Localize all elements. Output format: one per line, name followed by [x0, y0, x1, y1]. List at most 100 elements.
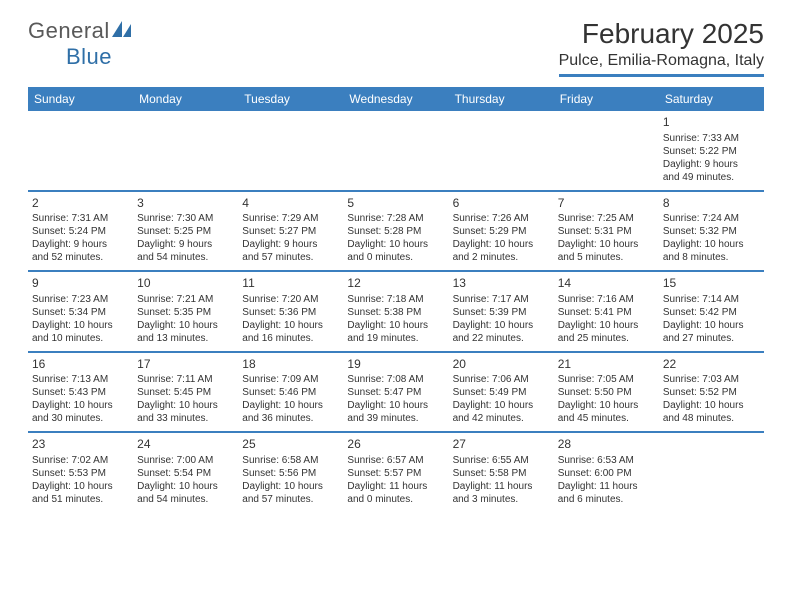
sunrise-text: Sunrise: 7:06 AM	[453, 373, 550, 386]
day-number: 15	[663, 276, 760, 292]
sunset-text: Sunset: 5:28 PM	[347, 225, 444, 238]
sunset-text: Sunset: 5:58 PM	[453, 467, 550, 480]
daylight-text: Daylight: 10 hours	[663, 238, 760, 251]
daylight-text: and 2 minutes.	[453, 251, 550, 264]
sunset-text: Sunset: 5:57 PM	[347, 467, 444, 480]
daylight-text: and 5 minutes.	[558, 251, 655, 264]
daylight-text: and 49 minutes.	[663, 171, 760, 184]
calendar-day-cell: 19Sunrise: 7:08 AMSunset: 5:47 PMDayligh…	[343, 353, 448, 432]
daylight-text: and 13 minutes.	[137, 332, 234, 345]
day-number: 19	[347, 357, 444, 373]
calendar-day-cell: 7Sunrise: 7:25 AMSunset: 5:31 PMDaylight…	[554, 192, 659, 271]
calendar-day-cell: 22Sunrise: 7:03 AMSunset: 5:52 PMDayligh…	[659, 353, 764, 432]
sunset-text: Sunset: 5:22 PM	[663, 145, 760, 158]
calendar-week-row: 1Sunrise: 7:33 AMSunset: 5:22 PMDaylight…	[28, 111, 764, 192]
daylight-text: and 22 minutes.	[453, 332, 550, 345]
sunrise-text: Sunrise: 7:02 AM	[32, 454, 129, 467]
day-number: 8	[663, 196, 760, 212]
calendar-day-cell: 6Sunrise: 7:26 AMSunset: 5:29 PMDaylight…	[449, 192, 554, 271]
daylight-text: Daylight: 10 hours	[558, 319, 655, 332]
sunrise-text: Sunrise: 6:53 AM	[558, 454, 655, 467]
sunset-text: Sunset: 5:27 PM	[242, 225, 339, 238]
day-number: 2	[32, 196, 129, 212]
logo-text-blue: Blue	[66, 44, 112, 69]
day-number: 17	[137, 357, 234, 373]
sunrise-text: Sunrise: 7:05 AM	[558, 373, 655, 386]
daylight-text: Daylight: 10 hours	[347, 238, 444, 251]
weekday-header-cell: Monday	[133, 87, 238, 111]
weekday-header-row: SundayMondayTuesdayWednesdayThursdayFrid…	[28, 87, 764, 111]
daylight-text: Daylight: 10 hours	[242, 399, 339, 412]
daylight-text: and 33 minutes.	[137, 412, 234, 425]
sunset-text: Sunset: 5:24 PM	[32, 225, 129, 238]
daylight-text: Daylight: 10 hours	[453, 319, 550, 332]
weekday-header-cell: Friday	[554, 87, 659, 111]
calendar-week-row: 23Sunrise: 7:02 AMSunset: 5:53 PMDayligh…	[28, 433, 764, 512]
sunset-text: Sunset: 5:42 PM	[663, 306, 760, 319]
sunrise-text: Sunrise: 7:09 AM	[242, 373, 339, 386]
day-number: 21	[558, 357, 655, 373]
weekday-header-cell: Thursday	[449, 87, 554, 111]
daylight-text: Daylight: 10 hours	[242, 319, 339, 332]
sunset-text: Sunset: 5:45 PM	[137, 386, 234, 399]
sunset-text: Sunset: 5:36 PM	[242, 306, 339, 319]
daylight-text: and 19 minutes.	[347, 332, 444, 345]
daylight-text: Daylight: 11 hours	[347, 480, 444, 493]
day-number: 26	[347, 437, 444, 453]
sunrise-text: Sunrise: 7:28 AM	[347, 212, 444, 225]
sunset-text: Sunset: 5:46 PM	[242, 386, 339, 399]
daylight-text: Daylight: 10 hours	[32, 319, 129, 332]
daylight-text: and 10 minutes.	[32, 332, 129, 345]
sunrise-text: Sunrise: 7:18 AM	[347, 293, 444, 306]
daylight-text: and 36 minutes.	[242, 412, 339, 425]
daylight-text: and 42 minutes.	[453, 412, 550, 425]
daylight-text: and 30 minutes.	[32, 412, 129, 425]
sunset-text: Sunset: 5:43 PM	[32, 386, 129, 399]
daylight-text: Daylight: 9 hours	[663, 158, 760, 171]
daylight-text: Daylight: 10 hours	[453, 238, 550, 251]
daylight-text: and 57 minutes.	[242, 493, 339, 506]
day-number: 27	[453, 437, 550, 453]
calendar-day-cell: 12Sunrise: 7:18 AMSunset: 5:38 PMDayligh…	[343, 272, 448, 351]
daylight-text: Daylight: 10 hours	[558, 399, 655, 412]
daylight-text: Daylight: 10 hours	[347, 399, 444, 412]
sunrise-text: Sunrise: 7:31 AM	[32, 212, 129, 225]
sunrise-text: Sunrise: 7:00 AM	[137, 454, 234, 467]
daylight-text: and 39 minutes.	[347, 412, 444, 425]
calendar-day-cell: 15Sunrise: 7:14 AMSunset: 5:42 PMDayligh…	[659, 272, 764, 351]
weekday-header-cell: Tuesday	[238, 87, 343, 111]
calendar-empty-cell	[554, 111, 659, 190]
sunset-text: Sunset: 5:25 PM	[137, 225, 234, 238]
logo: General Blue	[28, 18, 132, 70]
daylight-text: Daylight: 10 hours	[558, 238, 655, 251]
sunset-text: Sunset: 5:35 PM	[137, 306, 234, 319]
calendar-day-cell: 11Sunrise: 7:20 AMSunset: 5:36 PMDayligh…	[238, 272, 343, 351]
daylight-text: Daylight: 11 hours	[453, 480, 550, 493]
sunrise-text: Sunrise: 7:26 AM	[453, 212, 550, 225]
daylight-text: Daylight: 10 hours	[137, 319, 234, 332]
calendar-day-cell: 13Sunrise: 7:17 AMSunset: 5:39 PMDayligh…	[449, 272, 554, 351]
day-number: 13	[453, 276, 550, 292]
calendar-day-cell: 3Sunrise: 7:30 AMSunset: 5:25 PMDaylight…	[133, 192, 238, 271]
calendar-body: 1Sunrise: 7:33 AMSunset: 5:22 PMDaylight…	[28, 111, 764, 512]
sunset-text: Sunset: 5:47 PM	[347, 386, 444, 399]
day-number: 18	[242, 357, 339, 373]
calendar-day-cell: 25Sunrise: 6:58 AMSunset: 5:56 PMDayligh…	[238, 433, 343, 512]
daylight-text: and 27 minutes.	[663, 332, 760, 345]
day-number: 11	[242, 276, 339, 292]
calendar-day-cell: 4Sunrise: 7:29 AMSunset: 5:27 PMDaylight…	[238, 192, 343, 271]
daylight-text: and 8 minutes.	[663, 251, 760, 264]
daylight-text: Daylight: 10 hours	[32, 399, 129, 412]
sunset-text: Sunset: 5:53 PM	[32, 467, 129, 480]
daylight-text: Daylight: 10 hours	[663, 319, 760, 332]
daylight-text: and 45 minutes.	[558, 412, 655, 425]
daylight-text: and 0 minutes.	[347, 493, 444, 506]
sunrise-text: Sunrise: 7:29 AM	[242, 212, 339, 225]
sunrise-text: Sunrise: 7:24 AM	[663, 212, 760, 225]
sunrise-text: Sunrise: 7:08 AM	[347, 373, 444, 386]
calendar-page: General Blue February 2025 Pulce, Emilia…	[0, 0, 792, 530]
daylight-text: and 54 minutes.	[137, 251, 234, 264]
daylight-text: Daylight: 10 hours	[137, 480, 234, 493]
daylight-text: Daylight: 10 hours	[347, 319, 444, 332]
sunset-text: Sunset: 5:32 PM	[663, 225, 760, 238]
